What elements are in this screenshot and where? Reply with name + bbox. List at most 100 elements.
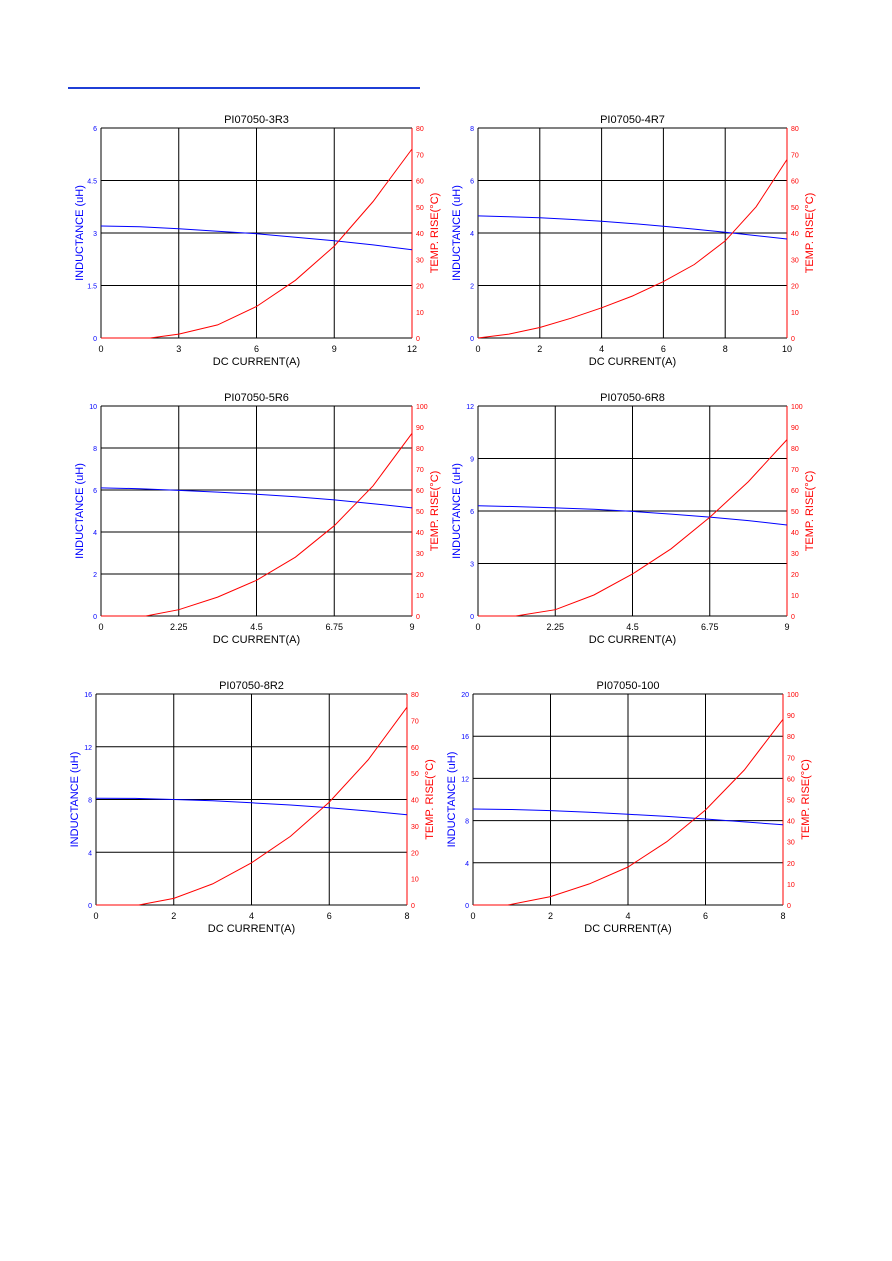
chart-1-x-tick-label: 3 [176,344,181,354]
chart-5-y-left-tick-label: 12 [84,745,92,752]
chart-5-y-right-tick-label: 80 [411,692,419,699]
chart-3-y-right-tick-label: 20 [416,572,424,579]
chart-3-y-right-tick-label: 10 [416,593,424,600]
chart-1-y-right-tick-label: 10 [416,310,424,317]
chart-4-y-right-tick-label: 60 [791,488,799,495]
chart-6-y-right-tick-label: 0 [787,903,791,910]
chart-1-y-left-tick-label: 4.5 [87,179,97,186]
chart-5-y-left-tick-label: 0 [88,903,92,910]
chart-2-x-tick-label: 8 [723,344,728,354]
chart-5-y-right-tick-label: 0 [411,903,415,910]
chart-4-y-right-tick-label: 70 [791,467,799,474]
chart-6-y-right-tick-label: 70 [787,755,795,762]
chart-1-x-axis-label: DC CURRENT(A) [213,356,300,368]
chart-5-y-right-tick-label: 20 [411,850,419,857]
chart-4-y-left-tick-label: 3 [470,562,474,569]
chart-6-x-axis-label: DC CURRENT(A) [584,923,671,935]
chart-2-y-left-tick-label: 6 [470,179,474,186]
chart-4-y-right-tick-label: 30 [791,551,799,558]
chart-2-x-tick-label: 6 [661,344,666,354]
chart-5-y-right-tick-label: 60 [411,745,419,752]
chart-2-y-right-tick-label: 20 [791,284,799,291]
chart-6-y-right-tick-label: 100 [787,692,799,699]
chart-4-y-right-tick-label: 50 [791,509,799,516]
chart-4-y-left-tick-label: 12 [466,404,474,411]
chart-6-y-right-tick-label: 30 [787,840,795,847]
chart-4-y-right-tick-label: 80 [791,446,799,453]
chart-3-y-right-tick-label: 40 [416,530,424,537]
chart-5-x-tick-label: 4 [249,911,254,921]
chart-1-y-left-tick-label: 1.5 [87,284,97,291]
chart-2-y-right-tick-label: 50 [791,205,799,212]
chart-5-y-left-tick-label: 16 [84,692,92,699]
chart-3-inductance-line [100,487,413,509]
chart-3-y-left-tick-label: 0 [93,614,97,621]
chart-5-y-right-axis-label: TEMP. RISE(°C) [424,759,436,840]
chart-3-y-right-tick-label: 30 [416,551,424,558]
chart-3-y-left-tick-label: 4 [93,530,97,537]
chart-2-y-left-tick-label: 2 [470,284,474,291]
chart-3-y-left-tick-label: 10 [89,404,97,411]
chart-4-y-left-tick-label: 9 [470,457,474,464]
chart-3-y-left-tick-label: 6 [93,488,97,495]
chart-3-title: PI07050-5R6 [224,392,289,404]
chart-6-x-tick-label: 8 [780,911,785,921]
chart-1-x-tick-label: 12 [407,344,417,354]
chart-5-x-axis-label: DC CURRENT(A) [208,923,295,935]
chart-2-x-tick-label: 10 [782,344,792,354]
chart-4-y-left-axis-label: INDUCTANCE (uH) [451,463,463,559]
chart-1-y-right-tick-label: 20 [416,284,424,291]
chart-4-y-right-tick-label: 100 [791,404,803,411]
chart-6-y-right-axis-label: TEMP. RISE(°C) [800,759,812,840]
chart-6-y-left-tick-label: 4 [465,861,469,868]
chart-3-y-right-axis-label: TEMP. RISE(°C) [429,471,441,552]
chart-5-temp-rise-line [96,706,408,906]
chart-4-x-tick-label: 9 [784,622,789,632]
chart-5-y-left-axis-label: INDUCTANCE (uH) [69,752,81,848]
chart-5-x-tick-label: 2 [171,911,176,921]
chart-6-inductance-line [472,808,784,826]
chart-3-x-tick-label: 4.5 [250,622,263,632]
chart-3-x-tick-label: 9 [409,622,414,632]
chart-3-x-axis-label: DC CURRENT(A) [213,634,300,646]
chart-2-y-right-tick-label: 60 [791,179,799,186]
chart-2-y-right-tick-label: 10 [791,310,799,317]
chart-4-y-right-tick-label: 20 [791,572,799,579]
chart-6-y-left-tick-label: 8 [465,819,469,826]
chart-1-y-right-tick-label: 40 [416,231,424,238]
chart-3-y-right-tick-label: 100 [416,404,428,411]
chart-3-y-left-tick-label: 2 [93,572,97,579]
chart-4-y-right-tick-label: 90 [791,425,799,432]
chart-5-inductance-line [95,797,408,816]
chart-1-y-left-tick-label: 0 [93,336,97,343]
chart-6-y-right-tick-label: 20 [787,861,795,868]
chart-2-y-left-tick-label: 4 [470,231,474,238]
chart-1-inductance-line [100,225,413,251]
chart-6-y-left-tick-label: 0 [465,903,469,910]
chart-4-y-right-tick-label: 10 [791,593,799,600]
chart-2-x-tick-label: 0 [475,344,480,354]
chart-6-y-right-tick-label: 50 [787,798,795,805]
chart-5-y-right-tick-label: 30 [411,824,419,831]
chart-4-y-left-tick-label: 0 [470,614,474,621]
chart-1-y-right-tick-label: 60 [416,179,424,186]
chart-3-y-right-tick-label: 90 [416,425,424,432]
chart-6-title: PI07050-100 [597,680,660,692]
chart-2-y-right-tick-label: 0 [791,336,795,343]
chart-6-y-left-tick-label: 20 [461,692,469,699]
chart-2-x-axis-label: DC CURRENT(A) [589,356,676,368]
chart-5-y-left-tick-label: 4 [88,850,92,857]
chart-6-y-right-tick-label: 90 [787,713,795,720]
chart-1-x-tick-label: 6 [254,344,259,354]
chart-4-y-right-tick-label: 0 [791,614,795,621]
chart-5-x-tick-label: 0 [93,911,98,921]
chart-1-y-right-tick-label: 50 [416,205,424,212]
chart-4-inductance-line [477,505,788,526]
chart-3-temp-rise-line [101,433,413,617]
chart-6-x-tick-label: 6 [703,911,708,921]
chart-5-y-right-tick-label: 50 [411,771,419,778]
chart-4-title: PI07050-6R8 [600,392,665,404]
chart-2-y-right-tick-label: 70 [791,152,799,159]
chart-5-title: PI07050-8R2 [219,680,284,692]
